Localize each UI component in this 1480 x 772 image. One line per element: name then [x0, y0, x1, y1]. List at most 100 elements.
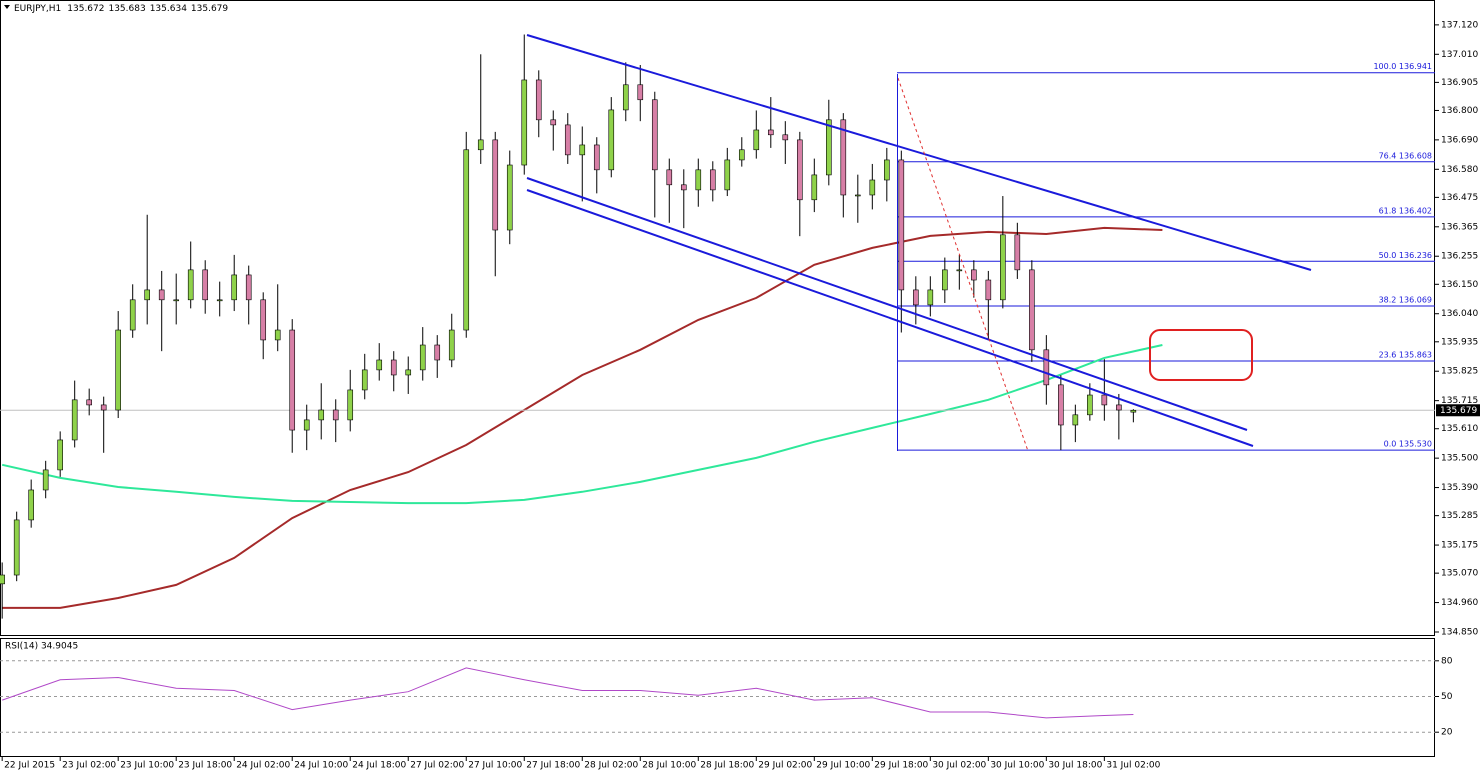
- y-tick-label: 134.960: [1441, 598, 1478, 608]
- price-tag-label: 135.679: [1440, 406, 1477, 416]
- candle-body: [390, 359, 397, 376]
- candle-body: [1043, 349, 1050, 386]
- y-tick-label: 137.010: [1441, 50, 1478, 60]
- candle-body: [463, 149, 470, 331]
- candle-body: [767, 129, 774, 136]
- fib-label: 50.0 136.236: [1379, 251, 1432, 260]
- candle-body: [855, 194, 861, 197]
- candle-body: [927, 289, 934, 306]
- ohlc-high: 135.683: [108, 4, 145, 14]
- candle-body: [376, 359, 383, 371]
- candle-body: [869, 179, 876, 196]
- candle-body: [753, 129, 760, 151]
- candle-body: [913, 289, 919, 306]
- y-tick-label: 137.120: [1441, 20, 1478, 30]
- candle-body: [666, 169, 673, 186]
- x-tick-label: 31 Jul 02:00: [1106, 761, 1160, 771]
- candle-body: [782, 134, 789, 141]
- candle-body: [956, 269, 963, 272]
- candle-body: [274, 329, 281, 341]
- candle-body: [405, 369, 412, 376]
- channel-line: [526, 189, 1254, 447]
- y-tick-label: 135.285: [1441, 511, 1478, 521]
- candle-body: [651, 99, 658, 171]
- rsi-title: RSI(14) 34.9045: [5, 642, 78, 652]
- candle-body: [826, 119, 832, 176]
- candle-body: [492, 139, 499, 231]
- candle-body: [1058, 384, 1064, 426]
- candle-body: [1116, 404, 1122, 411]
- channel-line: [526, 177, 1248, 431]
- y-tick-label: 136.690: [1441, 135, 1478, 145]
- candle-body: [158, 289, 165, 301]
- candle-body: [695, 169, 702, 191]
- x-tick-label: 23 Jul 02:00: [62, 761, 116, 771]
- y-tick-label: 136.365: [1441, 222, 1478, 232]
- candle-body: [680, 184, 687, 191]
- candle-body: [231, 274, 238, 301]
- highlight-box: [1149, 329, 1253, 381]
- x-tick-label: 22 Jul 2015: [4, 761, 55, 771]
- y-tick-label: 80: [1441, 656, 1453, 666]
- candle-body: [71, 399, 78, 441]
- candle-body: [637, 84, 644, 101]
- candle-body: [289, 329, 296, 431]
- candle-body: [245, 274, 252, 301]
- x-tick-label: 24 Jul 18:00: [352, 761, 406, 771]
- candle-body: [550, 119, 557, 126]
- menu-arrow[interactable]: [4, 5, 10, 9]
- candle-body: [579, 144, 586, 156]
- candle-body: [1072, 414, 1079, 426]
- candle-body: [942, 269, 948, 291]
- y-tick-label: 135.070: [1441, 569, 1478, 579]
- candle-body: [448, 329, 455, 361]
- candle-body: [115, 329, 121, 411]
- x-tick-label: 23 Jul 10:00: [120, 761, 174, 771]
- candle-body: [173, 299, 180, 302]
- candle-body: [477, 139, 484, 151]
- fib-label: 76.4 136.608: [1379, 151, 1432, 160]
- y-tick-label: 135.390: [1441, 483, 1478, 493]
- fib-label: 38.2 136.069: [1379, 295, 1432, 304]
- header: EURJPY,H1 135.672 135.683 135.634 135.679: [14, 4, 228, 14]
- x-tick-label: 23 Jul 18:00: [178, 761, 232, 771]
- y-tick-label: 135.825: [1441, 367, 1478, 377]
- price-tag: [1436, 404, 1480, 417]
- candle-body: [0, 574, 5, 585]
- candle-body: [521, 79, 528, 166]
- x-tick-label: 29 Jul 02:00: [758, 761, 812, 771]
- candle-body: [361, 369, 368, 391]
- moving-average: [2, 226, 1163, 609]
- candle-body: [318, 409, 325, 421]
- y-tick-label: 136.040: [1441, 309, 1478, 319]
- candle-body: [1000, 234, 1006, 301]
- main-frame: [0, 0, 1435, 636]
- candle-body: [129, 299, 136, 331]
- candle-body: [187, 269, 194, 301]
- fib-label: 23.6 135.863: [1379, 351, 1432, 360]
- x-tick-label: 29 Jul 18:00: [874, 761, 928, 771]
- y-tick-label: 135.500: [1441, 454, 1478, 464]
- candle-body: [86, 399, 92, 406]
- x-tick-label: 27 Jul 10:00: [468, 761, 522, 771]
- ohlc-close: 135.679: [191, 4, 228, 14]
- x-tick-label: 27 Jul 18:00: [526, 761, 580, 771]
- x-tick-label: 28 Jul 18:00: [700, 761, 754, 771]
- candle-body: [797, 139, 803, 201]
- candle-body: [608, 109, 615, 171]
- y-tick-label: 136.905: [1441, 78, 1478, 88]
- candle-body: [434, 344, 441, 361]
- candle-body: [42, 469, 49, 491]
- y-tick-label: 20: [1441, 728, 1453, 738]
- x-tick-label: 24 Jul 10:00: [294, 761, 348, 771]
- candle-body: [593, 144, 600, 171]
- candle-body: [100, 404, 107, 411]
- candle-body: [985, 279, 992, 301]
- trend-line: [526, 34, 1312, 271]
- fib-label: 61.8 136.402: [1379, 206, 1432, 215]
- x-tick-label: 28 Jul 10:00: [642, 761, 696, 771]
- candle-body: [28, 489, 34, 521]
- x-tick-label: 28 Jul 02:00: [584, 761, 638, 771]
- x-tick-label: 30 Jul 18:00: [1048, 761, 1102, 771]
